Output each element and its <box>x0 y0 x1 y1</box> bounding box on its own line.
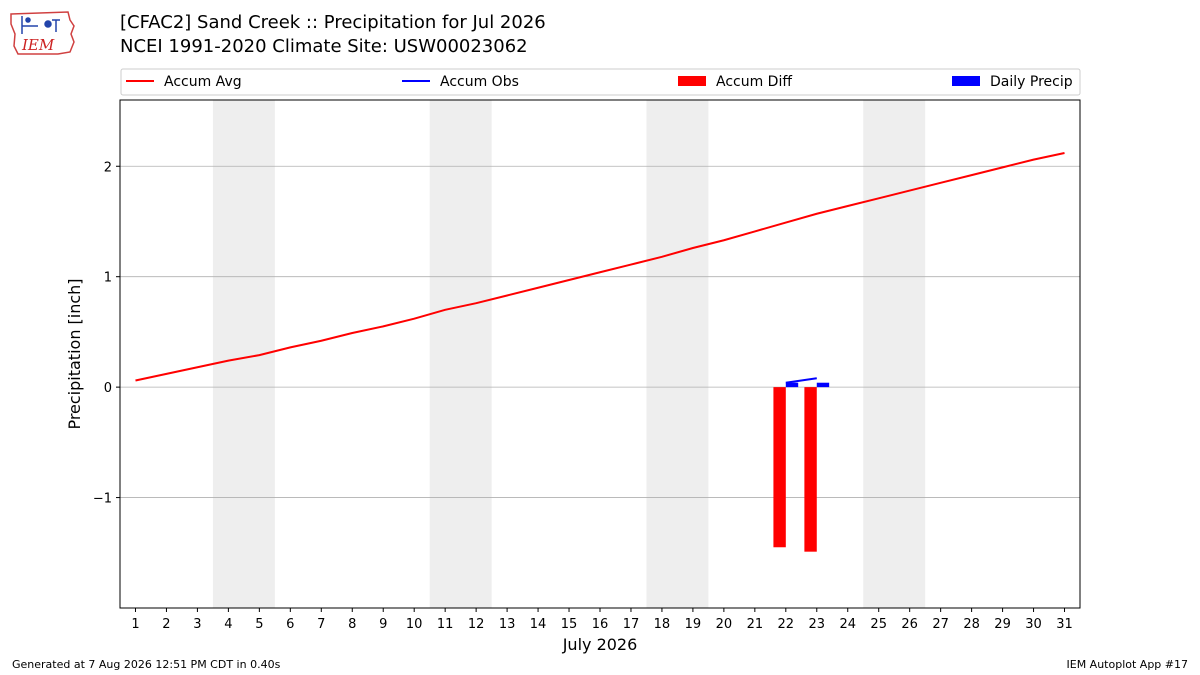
logo-text: IEM <box>21 36 55 54</box>
y-tick-label: −1 <box>93 492 112 507</box>
iem-logo: IEM <box>10 11 75 55</box>
x-tick-label: 20 <box>716 617 733 632</box>
y-tick-label: 2 <box>104 160 112 175</box>
y-axis-label: Precipitation [inch] <box>65 278 84 429</box>
x-tick-label: 9 <box>379 617 387 632</box>
x-tick-label: 4 <box>224 617 232 632</box>
x-tick-label: 28 <box>963 617 980 632</box>
y-tick-label: 0 <box>104 381 112 396</box>
x-tick-label: 14 <box>530 617 547 632</box>
legend-label: Accum Obs <box>440 74 519 90</box>
x-tick-label: 23 <box>809 617 826 632</box>
x-tick-label: 6 <box>286 617 294 632</box>
legend-box <box>120 68 1081 96</box>
weekend-band <box>429 100 492 608</box>
accum-avg-line <box>135 152 1065 382</box>
legend-swatch-patch <box>952 76 980 86</box>
x-tick-label: 17 <box>623 617 640 632</box>
app-label: IEM Autoplot App #17 <box>1066 658 1189 671</box>
x-tick-label: 31 <box>1056 617 1073 632</box>
legend: Accum Avg Accum Obs Accum Diff Daily Precip <box>120 68 1081 96</box>
x-tick-label: 11 <box>437 617 454 632</box>
x-tick-label: 30 <box>1025 617 1042 632</box>
legend-label: Daily Precip <box>990 74 1073 90</box>
x-tick-label: 12 <box>468 617 485 632</box>
x-tick-label: 24 <box>839 617 856 632</box>
x-tick-label: 27 <box>932 617 949 632</box>
x-axis-label: July 2026 <box>562 635 638 654</box>
x-tick-label: 10 <box>406 617 423 632</box>
x-tick-label: 16 <box>592 617 609 632</box>
x-tick-label: 2 <box>162 617 170 632</box>
x-tick-label: 26 <box>901 617 918 632</box>
plot-frame <box>119 99 1081 609</box>
weather-station-icon <box>21 16 60 34</box>
legend-swatch-patch <box>678 76 706 86</box>
daily-precip-bar <box>816 382 830 388</box>
x-tick-label: 18 <box>654 617 671 632</box>
accum-obs-line <box>785 377 817 384</box>
x-tick-label: 1 <box>131 617 139 632</box>
chart-title: [CFAC2] Sand Creek :: Precipitation for … <box>120 12 546 33</box>
accum-diff-bar <box>804 387 817 552</box>
legend-label: Accum Diff <box>716 74 792 90</box>
weekend-band <box>863 100 926 608</box>
weekend-band <box>646 100 709 608</box>
accum-diff-bar <box>773 387 786 548</box>
x-tick-label: 7 <box>317 617 325 632</box>
legend-label: Accum Avg <box>164 74 242 90</box>
generated-timestamp: Generated at 7 Aug 2026 12:51 PM CDT in … <box>12 658 281 671</box>
x-tick-label: 25 <box>870 617 887 632</box>
x-tick-label: 13 <box>499 617 516 632</box>
x-tick-label: 8 <box>348 617 356 632</box>
x-tick-label: 19 <box>685 617 702 632</box>
chart-subtitle: NCEI 1991-2020 Climate Site: USW00023062 <box>120 36 528 57</box>
x-tick-label: 15 <box>561 617 578 632</box>
x-tick-label: 22 <box>778 617 795 632</box>
y-tick-label: 1 <box>104 271 112 286</box>
x-tick-label: 5 <box>255 617 263 632</box>
x-tick-label: 21 <box>747 617 764 632</box>
x-tick-label: 29 <box>994 617 1011 632</box>
daily-precip-bar <box>785 382 799 388</box>
x-tick-label: 3 <box>193 617 201 632</box>
iowa-outline-icon <box>10 11 75 55</box>
